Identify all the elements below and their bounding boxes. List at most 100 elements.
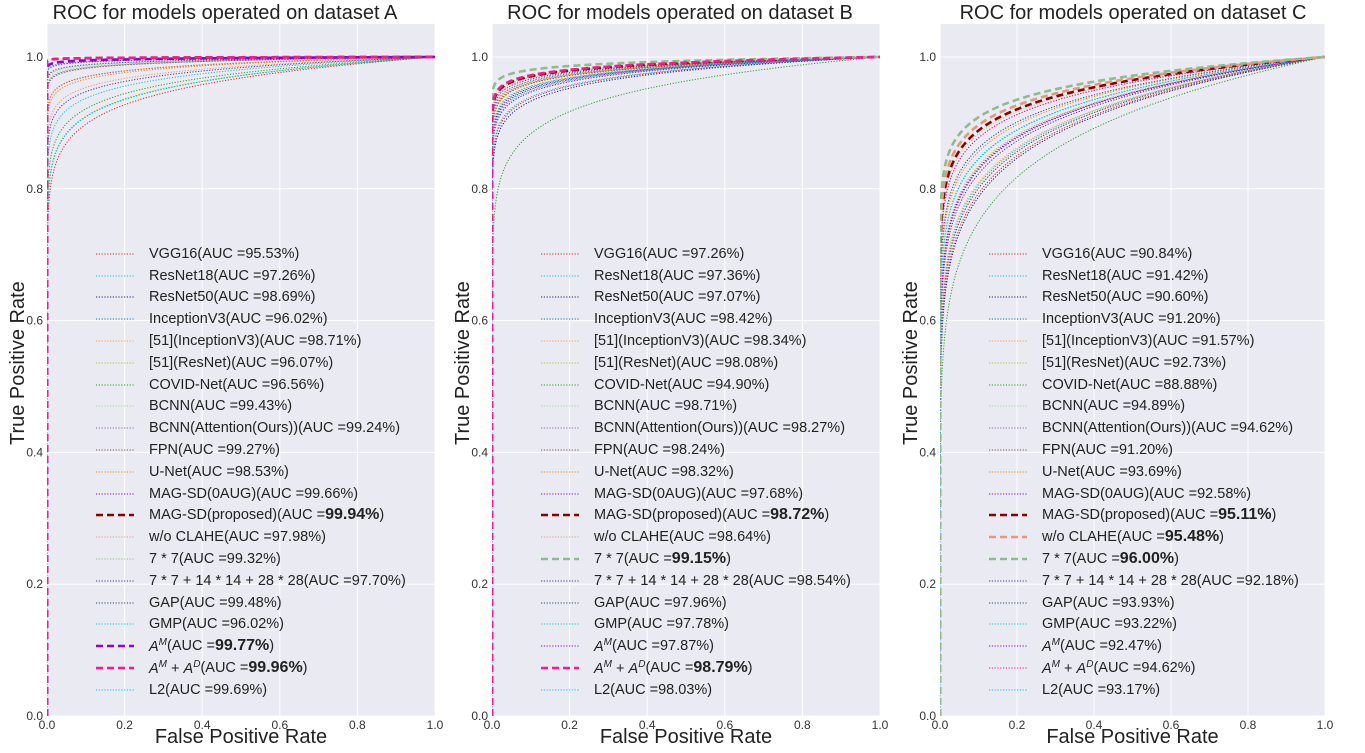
x-axis-label: False Positive Rate (599, 726, 773, 748)
legend-auc-value: 90.60% (1154, 289, 1204, 306)
legend-swatch (540, 642, 580, 650)
legend-item: 7 * 7 (AUC = 99.32%) (95, 548, 406, 570)
legend-swatch (540, 468, 580, 476)
legend-swatch (540, 490, 580, 498)
y-tick-label: 0.4 (26, 445, 43, 459)
x-tick-label: 0.6 (716, 718, 733, 732)
legend-series-name: MAG-SD(proposed) (149, 507, 278, 524)
legend-auc-value: 99.24% (346, 420, 396, 437)
legend-item: FPN (AUC = 99.27%) (95, 439, 406, 461)
legend-series-name: 7 * 7 (594, 551, 624, 568)
legend-auc-value: 99.48% (227, 594, 277, 611)
legend-series-name: U-Net (594, 463, 632, 480)
legend-auc-value: 98.71% (683, 398, 733, 415)
legend-swatch (988, 250, 1028, 258)
legend-item: [51](InceptionV3) (AUC = 98.71%) (95, 330, 406, 352)
legend-auc-value: 97.26% (690, 245, 740, 262)
legend-item: COVID-Net (AUC = 96.56%) (95, 374, 406, 396)
legend-auc-value: 91.42% (1154, 267, 1204, 284)
roc-curve-gap (47, 56, 435, 716)
x-tick-label: 1.0 (427, 718, 444, 732)
legend-series-name: BCNN(Attention(Ours)) (1042, 420, 1192, 437)
legend-swatch (540, 577, 580, 585)
legend-series-name: BCNN(Attention(Ours)) (594, 420, 744, 437)
legend-auc-value: 94.62% (1239, 420, 1289, 437)
legend-swatch (540, 337, 580, 345)
roc-curve-7-7 (492, 55, 880, 716)
legend-auc-value: 92.58% (1197, 485, 1247, 502)
legend-series-name: MAG-SD(0AUG) (1042, 485, 1150, 502)
legend-item: AM + AD (AUC = 98.79% ) (540, 657, 851, 679)
legend-series-name: w/o CLAHE (1042, 529, 1117, 546)
legend-swatch (988, 642, 1028, 650)
legend-swatch (988, 468, 1028, 476)
legend-series-name: [51](InceptionV3) (594, 333, 705, 350)
roc-curve-mag-sd-0aug (940, 56, 1325, 716)
legend-series-name: BCNN (594, 398, 636, 415)
legend-item: ResNet50 (AUC = 90.60%) (988, 287, 1299, 309)
legend-series-name: BCNN(Attention(Ours)) (149, 420, 299, 437)
legend-series-name: AM (149, 637, 168, 656)
legend-series-name: [51](ResNet) (594, 354, 677, 371)
legend-series-name: BCNN (1042, 398, 1084, 415)
legend-item: BCNN (AUC = 94.89%) (988, 396, 1299, 418)
legend-swatch (95, 686, 135, 694)
roc-curve-a-m-a-d (47, 55, 435, 716)
y-tick-label: 1.0 (471, 50, 488, 64)
legend-auc-value: 92.73% (1172, 354, 1222, 371)
legend-auc-value: 99.66% (304, 485, 354, 502)
legend-swatch (540, 424, 580, 432)
legend-series-name: U-Net (1042, 463, 1080, 480)
x-tick-label: 0.4 (639, 718, 656, 732)
legend-item: U-Net (AUC = 93.69%) (988, 461, 1299, 483)
roc-curve-bcnn (940, 56, 1325, 716)
legend-series-name: w/o CLAHE (594, 529, 669, 546)
legend-item: MAG-SD(proposed) (AUC = 98.72% ) (540, 505, 851, 527)
legend-series-name: ResNet18 (149, 267, 214, 284)
x-tick-label: 0.8 (349, 718, 366, 732)
legend-series-name: AM + AD (149, 659, 201, 677)
roc-curve-covid-net (47, 56, 435, 716)
legend-swatch (540, 315, 580, 323)
legend-auc-value: 98.69% (261, 289, 311, 306)
legend-item: ResNet50 (AUC = 98.69%) (95, 287, 406, 309)
legend-swatch (95, 642, 135, 650)
legend-auc-value: 93.22% (1122, 616, 1173, 633)
legend-swatch (988, 620, 1028, 628)
legend-series-name: [51](ResNet) (149, 354, 232, 371)
legend-series-name: [51](InceptionV3) (1042, 333, 1153, 350)
legend-item: MAG-SD(0AUG) (AUC = 97.68%) (540, 483, 851, 505)
legend-auc-value: 97.07% (706, 289, 756, 306)
legend-series-name: InceptionV3 (1042, 311, 1119, 328)
legend-item: 7 * 7 + 14 * 14 + 28 * 28 (AUC = 92.18%) (988, 570, 1299, 592)
legend-item: COVID-Net (AUC = 94.90%) (540, 374, 851, 396)
legend-series-name: ResNet18 (594, 267, 659, 284)
legend-item: GAP (AUC = 97.96%) (540, 592, 851, 614)
legend-item: BCNN(Attention(Ours)) (AUC = 94.62%) (988, 417, 1299, 439)
legend-item: MAG-SD(proposed) (AUC = 99.94% ) (95, 505, 406, 527)
legend-item: [51](ResNet) (AUC = 92.73%) (988, 352, 1299, 374)
legend-swatch (540, 381, 580, 389)
legend-item: [51](InceptionV3) (AUC = 91.57%) (988, 330, 1299, 352)
x-tick-label: 0.2 (561, 718, 578, 732)
legend-series-name: GMP (594, 616, 628, 633)
legend-item: BCNN(Attention(Ours)) (AUC = 99.24%) (95, 417, 406, 439)
legend-swatch (95, 555, 135, 563)
legend-series-name: [51](ResNet) (1042, 354, 1125, 371)
roc-panel-2: ROC for models operated on dataset C True… (900, 0, 1358, 753)
roc-curve-covid-net (492, 56, 880, 716)
legend-swatch (95, 599, 135, 607)
legend-series-name: InceptionV3 (149, 311, 226, 328)
roc-curve-a-m-a-d (940, 56, 1325, 716)
legend-series-name: BCNN (149, 398, 191, 415)
legend-item: InceptionV3 (AUC = 91.20%) (988, 308, 1299, 330)
legend-item: VGG16 (AUC = 95.53%) (95, 243, 406, 265)
roc-curve-l2 (47, 56, 435, 716)
roc-curve-u-net (940, 56, 1325, 716)
legend-item: AM + AD (AUC = 99.96% ) (95, 657, 406, 679)
y-tick-label: 0.0 (919, 709, 936, 723)
legend-swatch (988, 577, 1028, 585)
legend-item: COVID-Net (AUC = 88.88%) (988, 374, 1299, 396)
legend-auc-value: 92.47% (1107, 638, 1158, 655)
legend-swatch (988, 686, 1028, 694)
